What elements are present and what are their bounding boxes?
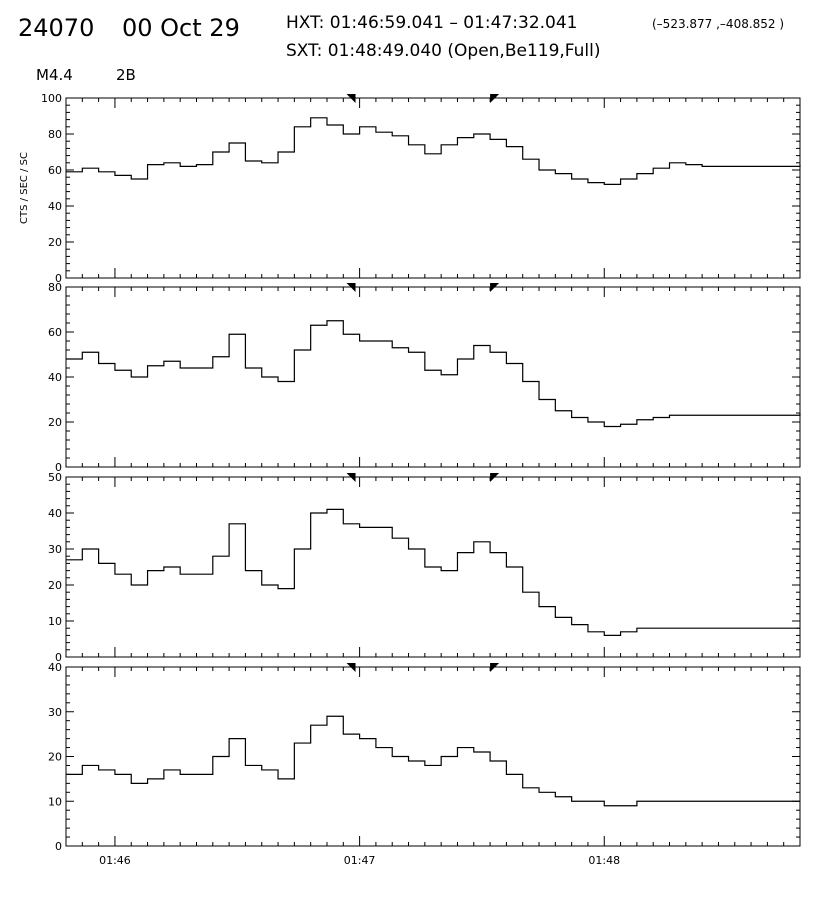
time-marker	[490, 473, 500, 482]
y-tick-label: 0	[55, 840, 62, 853]
time-marker	[346, 663, 356, 672]
x-tick-label: 01:46	[99, 854, 131, 867]
time-marker	[346, 473, 356, 482]
event-id: 24070	[18, 14, 94, 42]
x-tick-label: 01:47	[344, 854, 376, 867]
hxt-interval: HXT: 01:46:59.041 – 01:47:32.041	[286, 13, 578, 33]
y-tick-label: 10	[48, 615, 62, 628]
y-tick-label: 20	[48, 416, 62, 429]
panel-3: 0 10 20 30 40 50	[48, 471, 801, 664]
y-tick-label: 30	[48, 706, 62, 719]
x-tick-label: 01:48	[588, 854, 620, 867]
sxt-info: SXT: 01:48:49.040 (Open,Be119,Full)	[286, 41, 601, 61]
y-tick-label: 10	[48, 795, 62, 808]
time-marker	[490, 94, 500, 103]
time-marker	[346, 283, 356, 292]
panel-frame	[65, 476, 801, 658]
time-marker	[490, 283, 500, 292]
y-tick-label: 100	[41, 92, 62, 105]
y-tick-label: 80	[48, 128, 62, 141]
step-series-line	[66, 117, 801, 185]
panel-frame	[65, 97, 801, 279]
y-tick-label: 60	[48, 326, 62, 339]
y-axis-label: CTS / SEC / SC	[19, 152, 30, 224]
hxt-coordinates: (–523.877 ,–408.852 )	[652, 17, 784, 31]
panel-4: 0 10 20 30 40	[48, 661, 801, 853]
panel-frame	[65, 666, 801, 847]
time-marker	[490, 663, 500, 672]
y-tick-label: 20	[48, 236, 62, 249]
y-tick-label: 20	[48, 579, 62, 592]
flare-class: M4.4	[36, 66, 73, 84]
panel-1: 0 20 40 60 80 100	[41, 92, 801, 285]
y-tick-label: 0	[55, 651, 62, 664]
y-tick-label: 40	[48, 661, 62, 674]
panel-frame	[65, 286, 801, 468]
y-tick-label: 40	[48, 200, 62, 213]
panel-2: 0 20 40 60 80	[48, 281, 801, 474]
y-tick-label: 40	[48, 507, 62, 520]
y-tick-label: 80	[48, 281, 62, 294]
step-series-line	[66, 320, 801, 428]
y-tick-label: 40	[48, 371, 62, 384]
y-tick-label: 30	[48, 543, 62, 556]
time-marker	[346, 94, 356, 103]
y-tick-label: 50	[48, 471, 62, 484]
step-series-line	[66, 715, 800, 807]
y-tick-label: 0	[55, 272, 62, 285]
optical-class: 2B	[116, 66, 136, 84]
y-tick-label: 0	[55, 461, 62, 474]
y-tick-label: 60	[48, 164, 62, 177]
event-date: 00 Oct 29	[122, 14, 240, 42]
y-tick-label: 20	[48, 751, 62, 764]
step-series-line	[66, 508, 800, 636]
